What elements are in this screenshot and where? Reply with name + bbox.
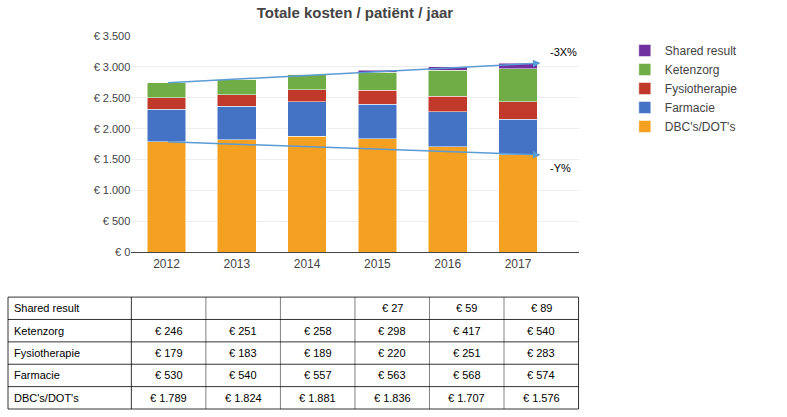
svg-text:Fysiotherapie: Fysiotherapie <box>14 347 80 359</box>
svg-text:2017: 2017 <box>505 257 532 271</box>
svg-text:€ 1.707: € 1.707 <box>448 392 485 404</box>
svg-text:€ 27: € 27 <box>382 302 403 314</box>
svg-text:€ 540: € 540 <box>527 325 555 337</box>
svg-text:2012: 2012 <box>153 257 180 271</box>
svg-text:€ 251: € 251 <box>229 325 257 337</box>
svg-text:€ 251: € 251 <box>453 347 481 359</box>
svg-text:€ 3.500: € 3.500 <box>94 30 131 42</box>
svg-text:€ 568: € 568 <box>453 369 481 381</box>
svg-text:€ 283: € 283 <box>527 347 555 359</box>
svg-text:-3X%: -3X% <box>550 46 577 58</box>
svg-text:Fysiotherapie: Fysiotherapie <box>665 82 737 96</box>
svg-text:€ 1.824: € 1.824 <box>225 392 262 404</box>
svg-text:€ 246: € 246 <box>155 325 183 337</box>
svg-text:2016: 2016 <box>434 257 461 271</box>
svg-text:Shared result: Shared result <box>14 302 79 314</box>
svg-text:-Y%: -Y% <box>550 162 571 174</box>
svg-text:€ 189: € 189 <box>304 347 332 359</box>
svg-text:€ 1.000: € 1.000 <box>94 184 131 196</box>
svg-text:Totale kosten / patiënt / jaar: Totale kosten / patiënt / jaar <box>257 4 454 21</box>
svg-text:Shared result: Shared result <box>665 44 737 58</box>
svg-text:DBC's/DOT's: DBC's/DOT's <box>14 392 79 404</box>
svg-text:€ 530: € 530 <box>155 369 183 381</box>
svg-text:€ 179: € 179 <box>155 347 183 359</box>
svg-text:DBC's/DOT's: DBC's/DOT's <box>665 120 736 134</box>
svg-text:€ 1.500: € 1.500 <box>94 153 131 165</box>
svg-text:€ 0: € 0 <box>115 246 130 258</box>
svg-text:2014: 2014 <box>294 257 321 271</box>
svg-text:€ 2.000: € 2.000 <box>94 123 131 135</box>
svg-text:Ketenzorg: Ketenzorg <box>14 325 64 337</box>
svg-text:€ 2.500: € 2.500 <box>94 92 131 104</box>
svg-text:€ 574: € 574 <box>527 369 555 381</box>
svg-text:€ 1.881: € 1.881 <box>299 392 336 404</box>
svg-text:€ 298: € 298 <box>378 325 406 337</box>
svg-text:€ 258: € 258 <box>304 325 332 337</box>
svg-text:2015: 2015 <box>364 257 391 271</box>
svg-text:€ 417: € 417 <box>453 325 481 337</box>
svg-text:€ 1.836: € 1.836 <box>374 392 411 404</box>
svg-text:€ 183: € 183 <box>229 347 257 359</box>
svg-text:Farmacie: Farmacie <box>665 101 715 115</box>
svg-text:Ketenzorg: Ketenzorg <box>665 63 720 77</box>
svg-text:€ 540: € 540 <box>229 369 257 381</box>
svg-text:€ 220: € 220 <box>378 347 406 359</box>
svg-text:€ 59: € 59 <box>456 302 477 314</box>
svg-text:2013: 2013 <box>223 257 250 271</box>
svg-text:€ 89: € 89 <box>531 302 552 314</box>
svg-text:€ 557: € 557 <box>304 369 332 381</box>
svg-text:€ 563: € 563 <box>378 369 406 381</box>
svg-text:€ 1.576: € 1.576 <box>523 392 560 404</box>
svg-text:Farmacie: Farmacie <box>14 369 60 381</box>
svg-text:€ 3.000: € 3.000 <box>94 61 131 73</box>
svg-text:€ 500: € 500 <box>103 215 131 227</box>
svg-text:€ 1.789: € 1.789 <box>150 392 187 404</box>
